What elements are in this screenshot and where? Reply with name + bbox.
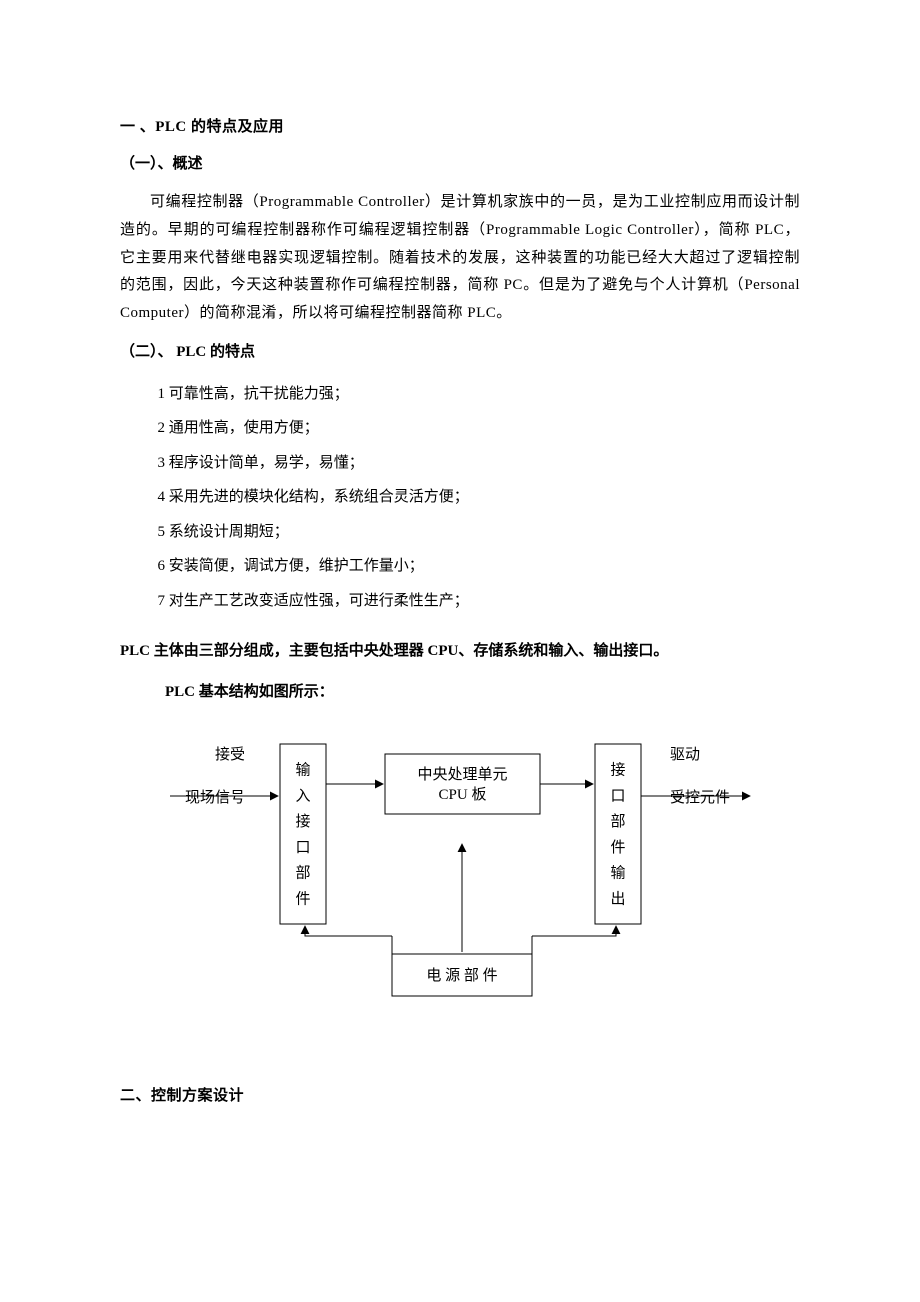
- diagram-label-ctrl: 受控元件: [670, 789, 730, 806]
- node-label: 口: [610, 789, 625, 805]
- flowchart-node-cpu_box: [385, 754, 540, 814]
- list-item: 3 程序设计简单，易学，易懂；: [120, 446, 800, 481]
- document-page: 一 、PLC 的特点及应用 （一）、概述 可编程控制器（Programmable…: [0, 0, 920, 1302]
- plc-structure-diagram: 输入接口部件中央处理单元CPU 板接口部件输出电 源 部 件接受现场信号驱动受控…: [120, 734, 800, 1044]
- structure-caption: PLC 基本结构如图所示：: [120, 679, 800, 706]
- list-item: 6 安装简便，调试方便，维护工作量小；: [120, 549, 800, 584]
- node-label: 电 源 部 件: [426, 967, 497, 984]
- section-1-title: 一 、PLC 的特点及应用: [120, 115, 800, 136]
- list-item: 2 通用性高，使用方便；: [120, 411, 800, 446]
- node-label: 出: [610, 891, 625, 908]
- subsection-2-title: （二）、 PLC 的特点: [120, 340, 800, 361]
- node-label: 输: [610, 865, 625, 882]
- overview-paragraph: 可编程控制器（Programmable Controller）是计算机家族中的一…: [120, 189, 800, 328]
- list-item: 5 系统设计周期短；: [120, 515, 800, 550]
- node-label: 部: [610, 813, 625, 830]
- flowchart-edge: [305, 926, 392, 936]
- diagram-label-signal: 现场信号: [185, 789, 245, 806]
- node-label: 输: [295, 762, 310, 779]
- node-label: CPU 板: [439, 785, 487, 803]
- node-label: 件: [295, 891, 310, 908]
- diagram-label-drive: 驱动: [670, 746, 700, 763]
- structure-sentence: PLC 主体由三部分组成，主要包括中央处理器 CPU、存储系统和输入、输出接口。: [120, 638, 800, 665]
- section-2-title: 二、控制方案设计: [120, 1084, 800, 1105]
- node-label: 接: [295, 813, 310, 830]
- diagram-label-accept: 接受: [215, 746, 245, 763]
- list-item: 7 对生产工艺改变适应性强，可进行柔性生产；: [120, 584, 800, 619]
- node-label: 件: [610, 839, 625, 856]
- node-label: 部: [295, 865, 310, 882]
- node-label: 接: [610, 762, 625, 779]
- node-label: 中央处理单元: [417, 766, 507, 783]
- flowchart-edge: [532, 926, 616, 936]
- node-label: 口: [295, 840, 310, 856]
- list-item: 1 可靠性高，抗干扰能力强；: [120, 377, 800, 412]
- flowchart-svg: 输入接口部件中央处理单元CPU 板接口部件输出电 源 部 件接受现场信号驱动受控…: [160, 734, 760, 1044]
- feature-list: 1 可靠性高，抗干扰能力强； 2 通用性高，使用方便； 3 程序设计简单，易学，…: [120, 377, 800, 619]
- subsection-1-title: （一）、概述: [120, 152, 800, 173]
- list-item: 4 采用先进的模块化结构，系统组合灵活方便；: [120, 480, 800, 515]
- node-label: 入: [295, 789, 310, 805]
